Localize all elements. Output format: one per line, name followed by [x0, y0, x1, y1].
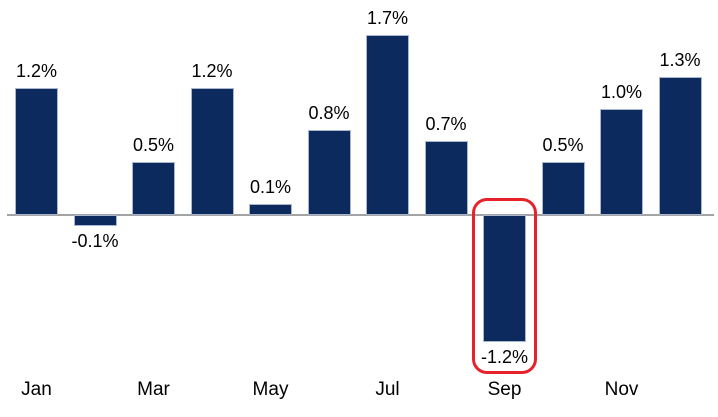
- x-tick-label-nov: Nov: [604, 379, 639, 400]
- bar-value-label-dec: 1.3%: [659, 50, 701, 71]
- bar-jul: [366, 34, 409, 215]
- bar-jan: [15, 87, 58, 215]
- bar-dec: [658, 77, 702, 215]
- x-tick-label-mar: Mar: [137, 379, 170, 400]
- bar-feb: [73, 215, 117, 226]
- bar-value-label-may: 0.1%: [249, 177, 292, 198]
- highlight-box: [472, 198, 537, 374]
- bar-may: [249, 204, 292, 215]
- x-tick-label-may: May: [252, 379, 289, 400]
- bar-value-label-mar: 0.5%: [132, 135, 175, 155]
- bar-value-label-jul: 1.7%: [366, 7, 409, 28]
- bar-value-label-feb: -0.1%: [71, 230, 119, 251]
- x-axis-line: [7, 214, 714, 216]
- x-tick-label-jul: Jul: [375, 379, 400, 400]
- bar-value-label-apr: 1.2%: [191, 60, 233, 81]
- bar-nov: [600, 109, 643, 215]
- bar-value-label-jan: 1.2%: [15, 60, 58, 81]
- bar-sep: [483, 215, 526, 343]
- bar-jun: [307, 130, 351, 215]
- bar-apr: [190, 87, 234, 215]
- bar-value-label-nov: 1.0%: [600, 82, 643, 102]
- bar-oct: [541, 162, 585, 215]
- x-tick-label-jan: Jan: [21, 379, 52, 400]
- bar-mar: [132, 162, 175, 215]
- bar-value-label-oct: 0.5%: [542, 135, 584, 155]
- bar-aug: [424, 140, 468, 215]
- bar-value-label-jun: 0.8%: [308, 103, 350, 124]
- bar-value-label-aug: 0.7%: [425, 113, 467, 134]
- x-tick-label-sep: Sep: [487, 379, 522, 400]
- bar-value-label-sep: -1.2%: [480, 347, 529, 368]
